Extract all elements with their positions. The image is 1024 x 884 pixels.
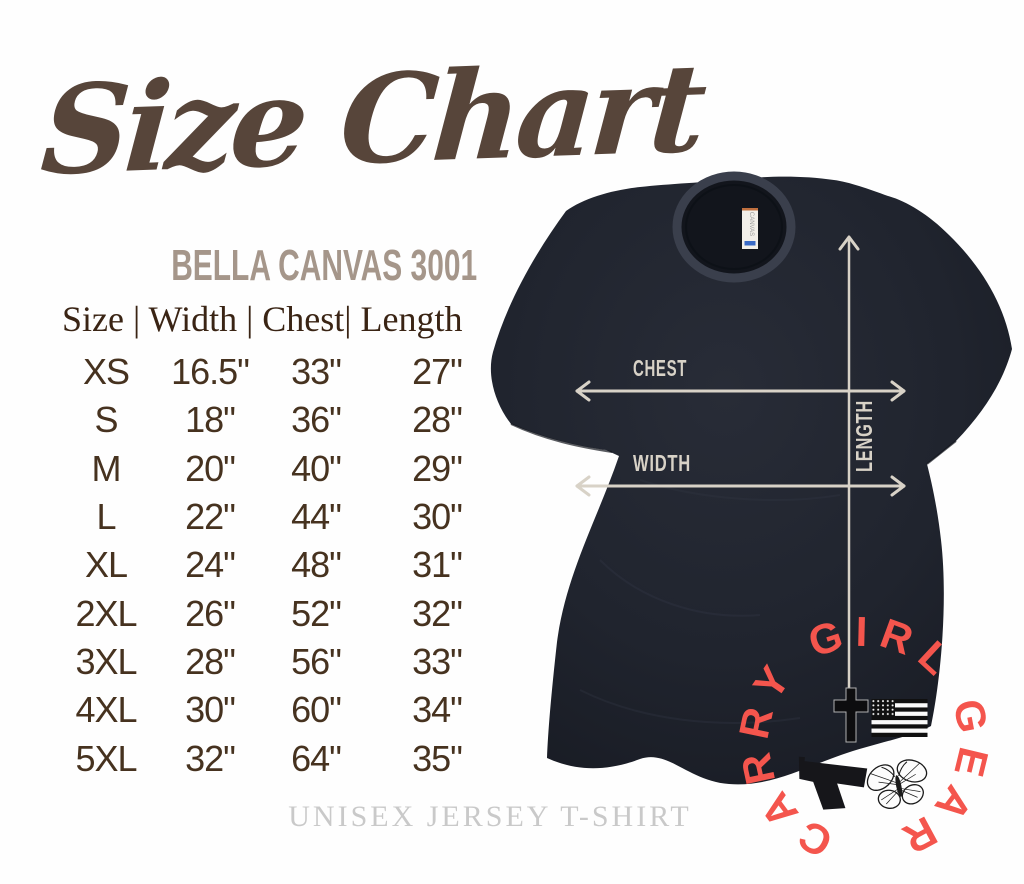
arrowhead-left — [575, 475, 591, 497]
cell-chest: 33" — [291, 351, 342, 393]
cell-width: 20" — [185, 447, 236, 489]
cell-size: L — [96, 496, 116, 538]
size-table-header: Size | Width | Chest| Length — [62, 299, 463, 339]
table-row: XS 16.5" 33" 27" — [50, 348, 510, 396]
table-row: 3XL 28" 56" 33" — [50, 638, 510, 686]
cell-size: 4XL — [75, 689, 137, 731]
cell-size: 5XL — [75, 737, 137, 779]
collar — [672, 171, 796, 283]
cross-icon — [833, 687, 869, 743]
length-label: LENGTH — [851, 400, 877, 472]
cell-chest: 48" — [291, 544, 342, 586]
cell-length: 33" — [412, 640, 463, 682]
tshirt-body — [490, 176, 1012, 785]
neck-label: CANVAS — [742, 208, 758, 249]
pistol-icon — [798, 756, 868, 810]
size-table-body: XS 16.5" 33" 27" S 18" 36" 28" M 20" 40" 29" L 22"… — [50, 348, 510, 783]
table-row: 5XL 32" 64" 35" — [50, 734, 510, 782]
right-cuff-seam — [926, 440, 957, 465]
cell-length: 29" — [412, 447, 463, 489]
collar-seam — [685, 184, 783, 270]
wrinkle — [579, 689, 801, 724]
cell-width: 30" — [185, 689, 236, 731]
cell-width: 22" — [185, 496, 236, 538]
cell-width: 24" — [185, 544, 236, 586]
table-row: XL 24" 48" 31" — [50, 541, 510, 589]
cell-size: 2XL — [75, 592, 137, 634]
us-flag-icon — [871, 699, 928, 737]
cell-length: 35" — [412, 737, 463, 779]
table-row: 2XL 26" 52" 32" — [50, 589, 510, 637]
left-cuff-seam — [510, 423, 613, 453]
cell-length: 27" — [412, 351, 463, 393]
cell-length: 31" — [412, 544, 463, 586]
cell-size: 3XL — [75, 640, 137, 682]
arrowhead-up — [838, 235, 860, 251]
table-row: L 22" 44" 30" — [50, 493, 510, 541]
arrowhead-right — [890, 475, 906, 497]
cell-width: 26" — [185, 592, 236, 634]
arrowhead-left — [575, 380, 591, 402]
wrinkle — [599, 559, 761, 617]
cell-width: 28" — [185, 640, 236, 682]
butterfly-icon — [866, 759, 928, 809]
cell-length: 28" — [412, 399, 463, 441]
width-label: WIDTH — [633, 450, 691, 476]
cell-length: 34" — [412, 689, 463, 731]
arrowhead-right — [890, 380, 906, 402]
tshirt-photo: CANVAS — [490, 171, 1012, 785]
cell-length: 32" — [412, 592, 463, 634]
cell-chest: 52" — [291, 592, 342, 634]
cell-chest: 56" — [291, 640, 342, 682]
cell-width: 18" — [185, 399, 236, 441]
cell-width: 32" — [185, 737, 236, 779]
measurement-arrows — [575, 235, 906, 690]
cell-chest: 44" — [291, 496, 342, 538]
cell-size: XS — [82, 351, 130, 393]
cell-size: M — [91, 447, 122, 489]
table-row: S 18" 36" 28" — [50, 396, 510, 444]
cell-chest: 64" — [291, 737, 342, 779]
product-caption: UNISEX JERSEY T-SHIRT — [288, 800, 692, 833]
cell-width: 16.5" — [171, 351, 250, 393]
cell-size: XL — [84, 544, 128, 586]
chest-label: CHEST — [633, 355, 687, 381]
table-row: M 20" 40" 29" — [50, 445, 510, 493]
size-table: Size | Width | Chest| Length XS 16.5" 33" 2… — [50, 298, 510, 783]
cell-chest: 36" — [291, 399, 342, 441]
cell-length: 30" — [412, 496, 463, 538]
cell-chest: 40" — [291, 447, 342, 489]
cell-chest: 60" — [291, 689, 342, 731]
table-row: 4XL 30" 60" 34" — [50, 686, 510, 734]
neck-label-text: CANVAS — [748, 212, 754, 236]
cell-size: S — [94, 399, 118, 441]
